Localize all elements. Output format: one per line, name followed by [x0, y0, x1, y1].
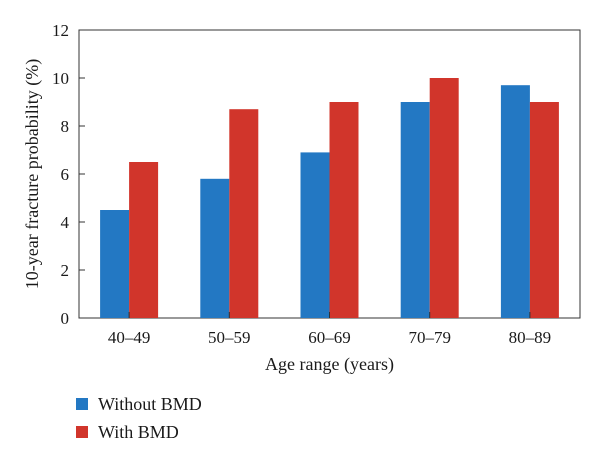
- x-axis-title: Age range (years): [265, 354, 394, 375]
- bar-without-bmd: [100, 210, 130, 318]
- bar-with-bmd: [529, 102, 559, 318]
- bar-chart: 0 2 4 6 8 10 12 40–49 50–59 60–69 70–79 80–89 Age r…: [22, 21, 581, 375]
- y-tick-label: 12: [52, 21, 69, 40]
- bar-with-bmd: [329, 102, 359, 318]
- bar-with-bmd: [129, 162, 159, 318]
- y-tick-label: 10: [52, 69, 69, 88]
- bar-with-bmd: [429, 78, 459, 318]
- legend-label-without-bmd: Without BMD: [98, 393, 202, 414]
- legend-swatch-without-bmd: [76, 398, 88, 410]
- bar-without-bmd: [400, 102, 430, 318]
- x-tick-label: 40–49: [108, 328, 151, 347]
- legend-label-with-bmd: With BMD: [98, 421, 179, 442]
- legend-swatch-with-bmd: [76, 426, 88, 438]
- y-tick-label: 6: [61, 165, 70, 184]
- y-axis-title: 10-year fracture probability (%): [22, 59, 43, 289]
- legend-item-with-bmd: With BMD: [76, 420, 202, 444]
- legend: Without BMD With BMD: [76, 392, 202, 448]
- x-tick-label: 80–89: [509, 328, 552, 347]
- x-tick-label: 70–79: [408, 328, 451, 347]
- legend-item-without-bmd: Without BMD: [76, 392, 202, 416]
- y-tick-label: 2: [61, 261, 70, 280]
- plot-area: 0 2 4 6 8 10 12 40–49 50–59 60–69 70–79 80–89: [52, 21, 581, 347]
- bar-without-bmd: [200, 178, 230, 318]
- x-tick-label: 50–59: [208, 328, 251, 347]
- bar-with-bmd: [229, 109, 259, 318]
- bar-without-bmd: [300, 152, 330, 318]
- y-tick-label: 4: [61, 213, 70, 232]
- y-tick-label: 8: [61, 117, 70, 136]
- y-tick-label: 0: [61, 309, 70, 328]
- bar-without-bmd: [500, 85, 530, 318]
- x-tick-label: 60–69: [308, 328, 351, 347]
